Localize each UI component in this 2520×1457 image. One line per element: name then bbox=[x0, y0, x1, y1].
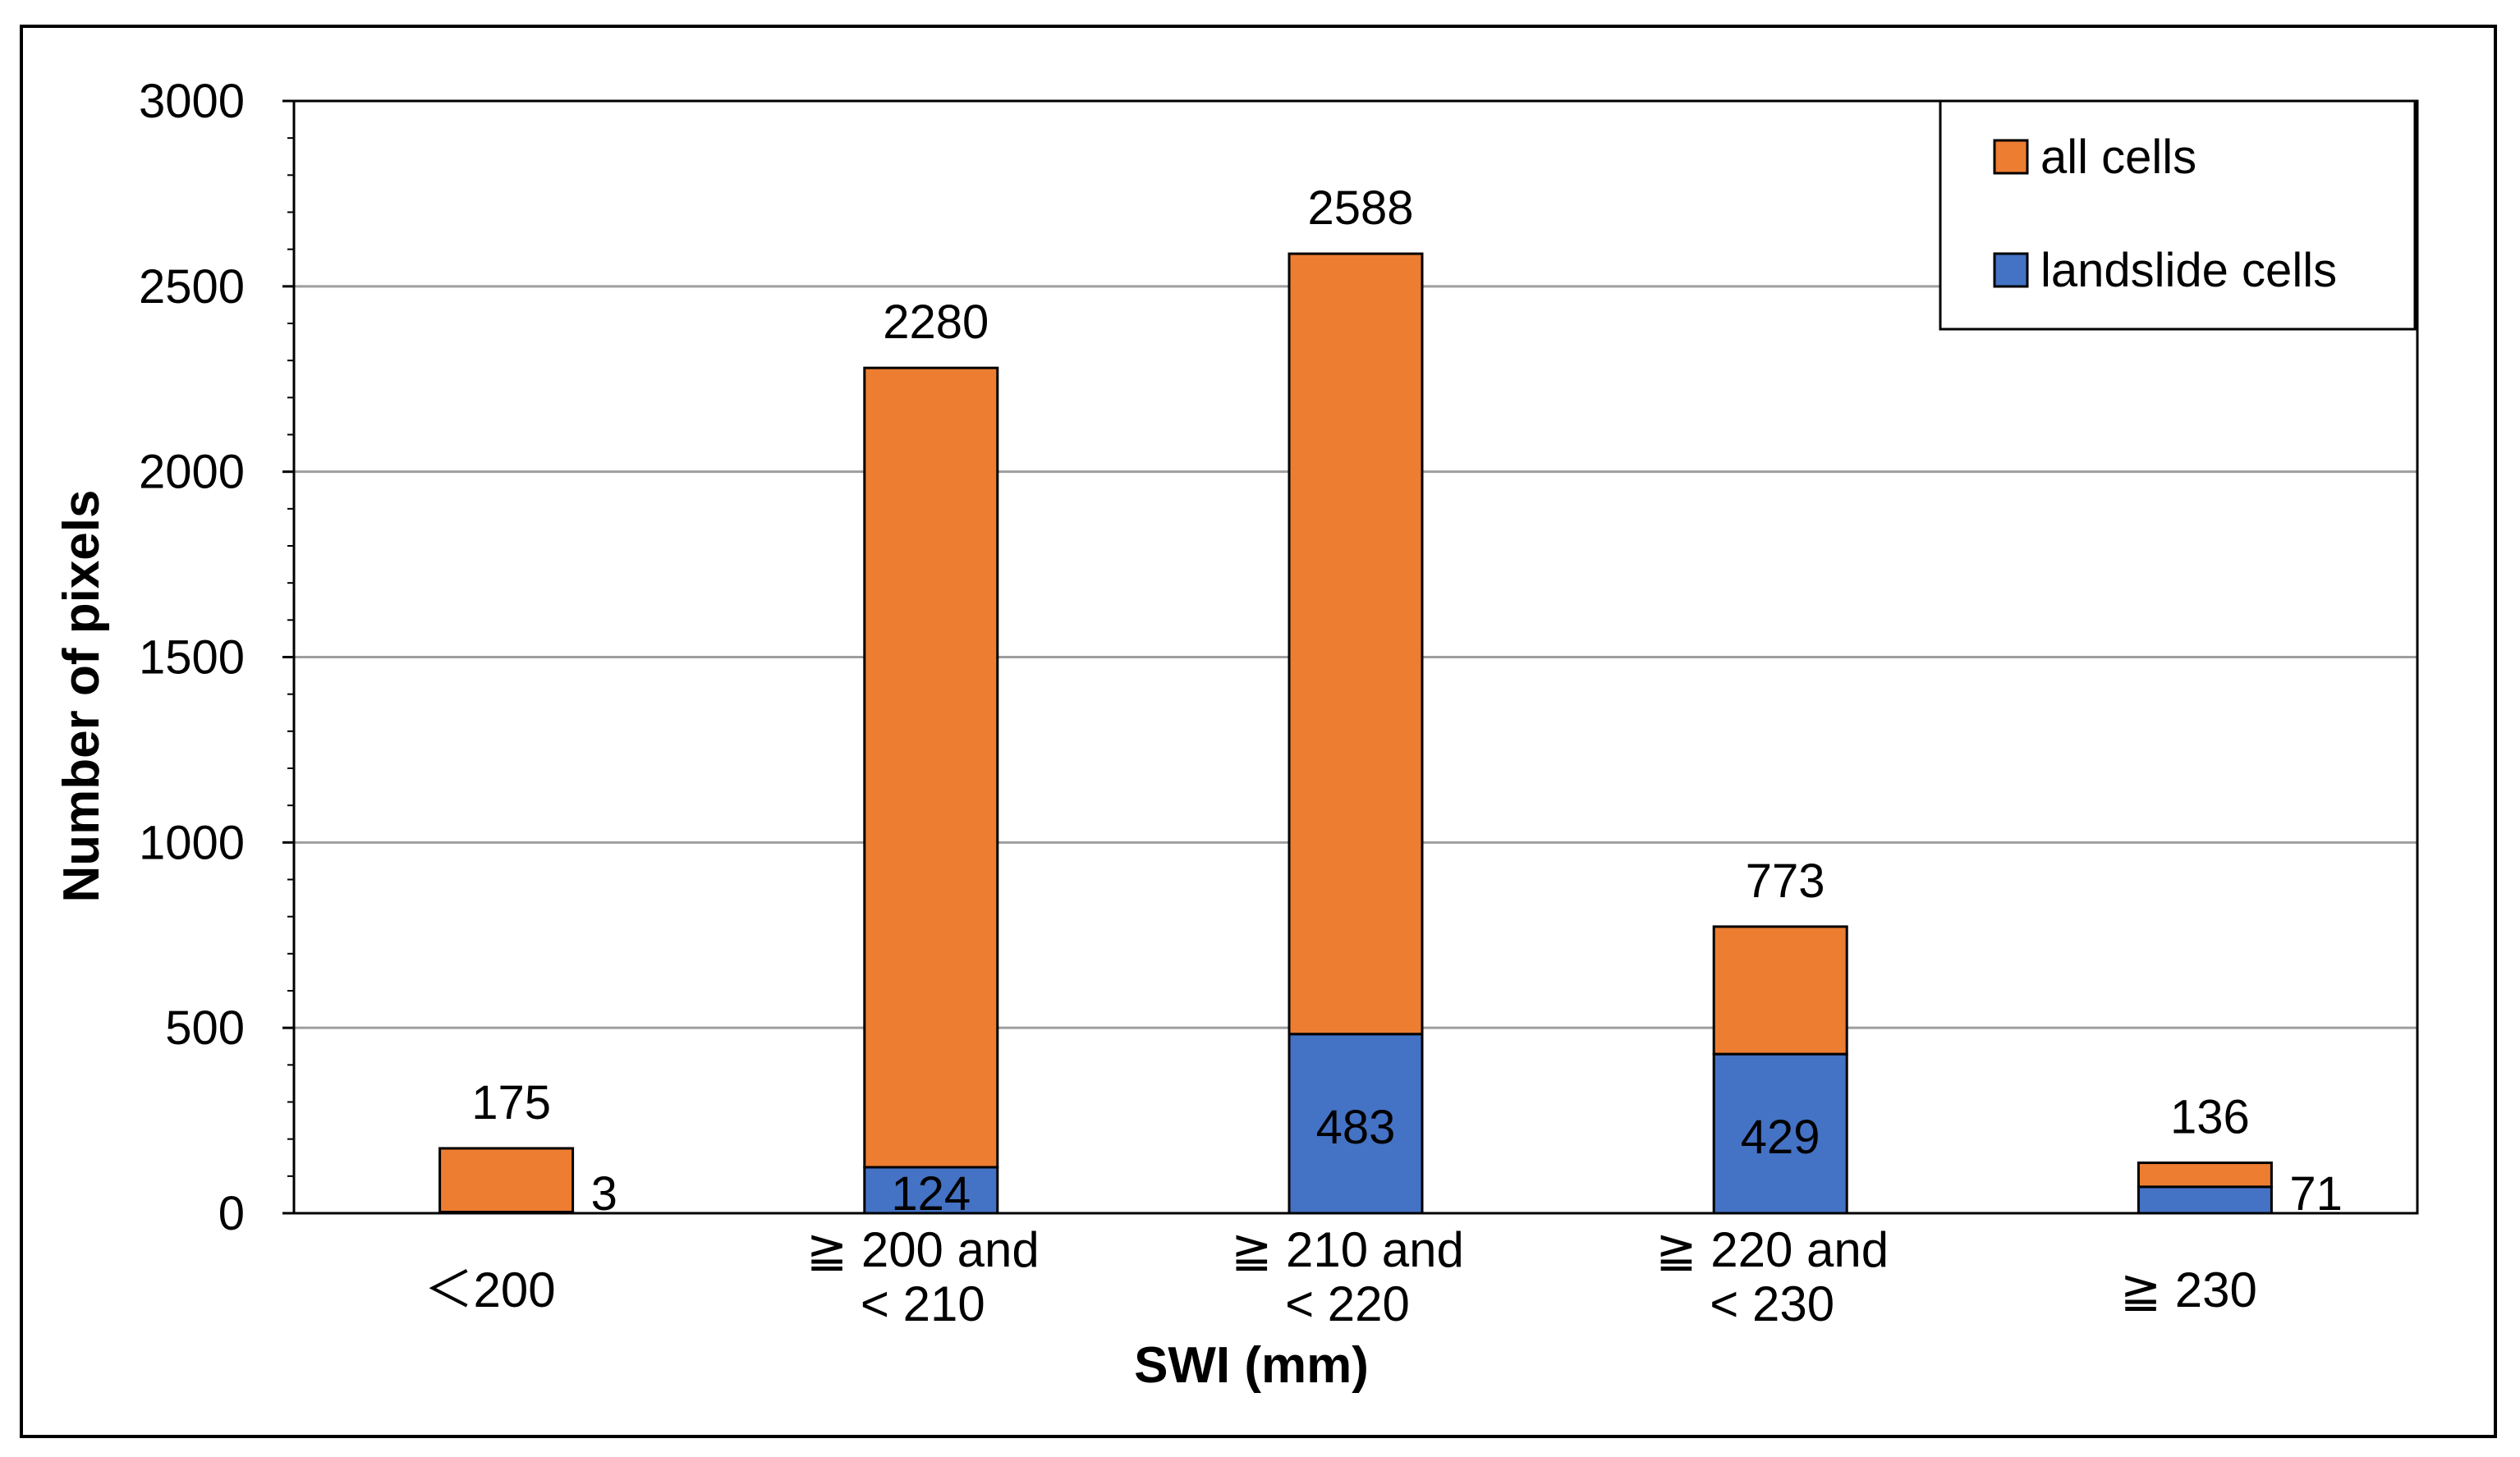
data-label-all-cells: 2280 bbox=[883, 296, 989, 349]
data-label-landslide-cells: 124 bbox=[891, 1167, 971, 1221]
y-tick-label: 3000 bbox=[139, 75, 245, 128]
data-label-all-cells: 2588 bbox=[1307, 181, 1413, 235]
data-label-all-cells: 773 bbox=[1746, 854, 1825, 908]
bar-all-cells bbox=[438, 1147, 575, 1214]
x-tick-label: ≧ 200 and bbox=[806, 1222, 1040, 1277]
x-tick-label: ≧ 210 and bbox=[1231, 1222, 1464, 1277]
x-axis-title: SWI (mm) bbox=[1134, 1337, 1369, 1394]
y-tick-label: 2000 bbox=[139, 446, 245, 499]
data-label-landslide-cells: 429 bbox=[1741, 1111, 1820, 1164]
y-tick-label: 2500 bbox=[139, 260, 245, 314]
axes: 0 500 1000 1500 2000 2500 3000 bbox=[139, 75, 2419, 1240]
bar-all-cells bbox=[863, 366, 999, 1169]
legend-swatch bbox=[1993, 252, 2029, 288]
bar-landslide-cells bbox=[2137, 1185, 2273, 1215]
x-tick-label: < 230 bbox=[1710, 1276, 1834, 1331]
bar-all-cells bbox=[1288, 252, 1424, 1036]
legend-label: landslide cells bbox=[2040, 244, 2337, 297]
y-tick-label: 1500 bbox=[139, 631, 245, 685]
x-tick-label: ＜200 bbox=[425, 1262, 556, 1317]
y-tick-label: 1000 bbox=[139, 816, 245, 869]
legend-label: all cells bbox=[2040, 131, 2196, 184]
legend: all cells landslide cells bbox=[1939, 99, 2417, 331]
data-label-all-cells: 175 bbox=[471, 1076, 551, 1129]
x-tick-label: ≧ 220 and bbox=[1655, 1222, 1889, 1277]
legend-box bbox=[1939, 99, 2417, 331]
x-tick-label: ≧ 230 bbox=[2120, 1262, 2257, 1317]
bars bbox=[438, 252, 2273, 1215]
bar-landslide-cells bbox=[1712, 1052, 1848, 1215]
plot-area-frame bbox=[292, 99, 2419, 1215]
x-tick-label: < 210 bbox=[861, 1276, 985, 1331]
y-tick-label: 500 bbox=[165, 1001, 245, 1055]
x-tick-label: < 220 bbox=[1285, 1276, 1410, 1331]
legend-swatch bbox=[1993, 139, 2029, 175]
y-tick-label: 0 bbox=[218, 1187, 245, 1240]
y-axis-title: Number of pixels bbox=[53, 490, 110, 903]
data-label-landslide-cells: 3 bbox=[591, 1167, 617, 1221]
data-label-landslide-cells: 483 bbox=[1316, 1101, 1396, 1154]
data-label-all-cells: 136 bbox=[2170, 1091, 2250, 1144]
data-labels: 175 3 ＜200 2280 124≧ 200 and< 210 2588 483 ≧ 21… bbox=[425, 181, 2343, 1331]
bar-all-cells bbox=[2137, 1161, 2273, 1189]
data-label-landslide-cells: 71 bbox=[2289, 1167, 2343, 1221]
bar-all-cells bbox=[1712, 925, 1848, 1056]
